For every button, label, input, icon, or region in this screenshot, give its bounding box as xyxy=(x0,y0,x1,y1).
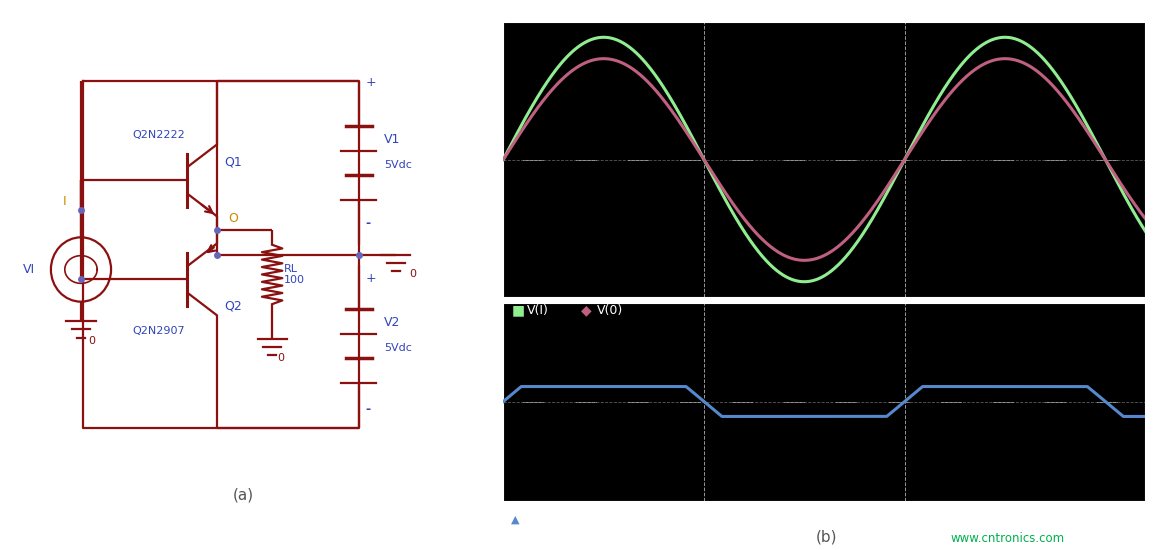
Text: +: + xyxy=(366,76,376,89)
Text: 0: 0 xyxy=(410,269,417,279)
Text: Q2N2907: Q2N2907 xyxy=(132,326,184,336)
Text: V2: V2 xyxy=(384,316,400,329)
Text: Q1: Q1 xyxy=(224,156,242,168)
Text: 5Vdc: 5Vdc xyxy=(384,343,412,353)
Text: Time: Time xyxy=(798,512,840,527)
Text: -: - xyxy=(366,403,370,416)
Text: RL
100: RL 100 xyxy=(283,263,304,285)
Text: (a): (a) xyxy=(233,487,253,502)
Text: ■: ■ xyxy=(511,304,524,318)
Text: 5Vdc: 5Vdc xyxy=(384,160,412,170)
Text: www.cntronics.com: www.cntronics.com xyxy=(950,531,1064,544)
Text: V(I): V(I) xyxy=(526,304,548,317)
Text: O: O xyxy=(228,212,238,226)
Text: Q2N2222: Q2N2222 xyxy=(132,130,185,140)
Text: V1: V1 xyxy=(384,133,400,146)
Text: Q2: Q2 xyxy=(224,299,242,312)
Text: 0: 0 xyxy=(277,353,283,363)
Text: V(I)-   V(0): V(I)- V(0) xyxy=(526,513,591,526)
Text: VI: VI xyxy=(23,263,35,276)
Text: ◆: ◆ xyxy=(581,304,591,318)
Text: +: + xyxy=(366,272,376,285)
Text: -: - xyxy=(366,217,370,230)
Text: ▲: ▲ xyxy=(511,515,519,525)
Text: V(0): V(0) xyxy=(597,304,624,317)
Text: (b): (b) xyxy=(816,530,837,544)
Text: 0: 0 xyxy=(88,336,95,346)
Text: I: I xyxy=(62,195,67,208)
